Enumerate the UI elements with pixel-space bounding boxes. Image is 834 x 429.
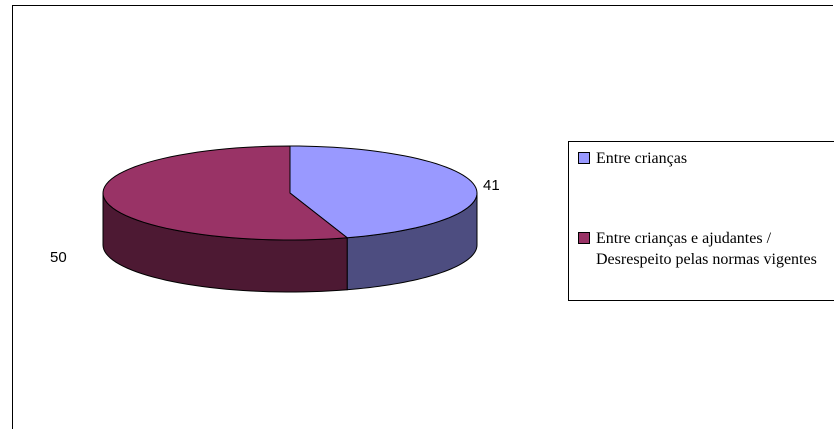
- data-label-entre-criancas-e-ajudantes: 50: [50, 249, 67, 266]
- legend-label-entre-criancas: Entre crianças: [596, 150, 688, 167]
- legend-label-entre-criancas-e-ajudantes: Entre crianças e ajudantes / Desrespeito…: [596, 230, 817, 268]
- pie-slice-1: [102, 145, 349, 241]
- legend: Entre crianças Entre crianças e ajudante…: [568, 141, 834, 301]
- pie-slices: [102, 145, 478, 293]
- legend-item-entre-criancas: Entre crianças: [578, 148, 834, 169]
- legend-swatch-entre-criancas-e-ajudantes: [578, 232, 590, 244]
- pie-slice-0: [289, 145, 478, 239]
- data-label-entre-criancas: 41: [483, 177, 500, 194]
- legend-swatch-entre-criancas: [578, 152, 590, 164]
- legend-item-entre-criancas-e-ajudantes: Entre crianças e ajudantes / Desrespeito…: [578, 228, 834, 270]
